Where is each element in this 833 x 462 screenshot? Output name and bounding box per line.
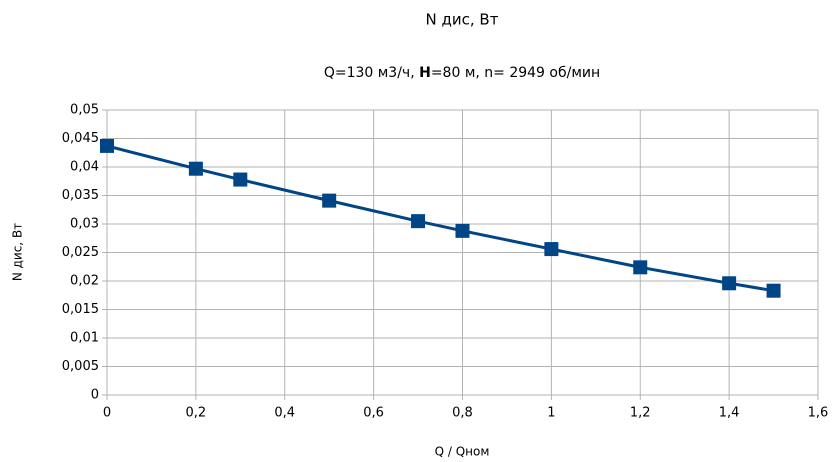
x-tick-label: 1 bbox=[547, 406, 555, 421]
data-point bbox=[188, 161, 203, 176]
data-point bbox=[455, 223, 470, 238]
data-point bbox=[322, 193, 337, 208]
data-point bbox=[100, 138, 114, 153]
y-tick-label: 0,01 bbox=[70, 331, 99, 346]
x-tick-label: 1,2 bbox=[630, 406, 651, 421]
y-tick-label: 0,05 bbox=[70, 103, 99, 118]
y-tick-label: 0,045 bbox=[62, 131, 99, 146]
data-point bbox=[544, 242, 559, 257]
x-tick-label: 0,6 bbox=[363, 406, 384, 421]
data-point bbox=[233, 172, 248, 187]
data-point bbox=[722, 276, 737, 291]
x-tick-label: 0,2 bbox=[186, 406, 207, 421]
subtitle-part: H bbox=[419, 65, 431, 81]
data-point bbox=[766, 283, 781, 298]
subtitle-part: =80 м, n= 2949 об/мин bbox=[431, 65, 600, 81]
x-tick-label: 0,4 bbox=[274, 406, 295, 421]
x-tick-label: 0 bbox=[103, 406, 111, 421]
chart-subtitle: Q=130 м3/ч, H=80 м, n= 2949 об/мин bbox=[324, 65, 600, 81]
chart-title: N дис, Вт bbox=[426, 11, 499, 29]
x-tick-label: 1,6 bbox=[808, 406, 829, 421]
data-point bbox=[411, 214, 426, 229]
x-tick-label: 0,8 bbox=[452, 406, 473, 421]
y-tick-label: 0 bbox=[91, 388, 99, 403]
y-tick-label: 0,015 bbox=[62, 302, 99, 317]
y-axis-label: N дис, Вт bbox=[11, 223, 25, 281]
data-point bbox=[633, 260, 648, 275]
subtitle-part: Q=130 м3/ч, bbox=[324, 65, 419, 81]
x-tick-label: 1,4 bbox=[719, 406, 740, 421]
x-axis-label: Q / Qном bbox=[435, 445, 490, 459]
y-tick-label: 0,02 bbox=[70, 274, 99, 289]
y-tick-label: 0,04 bbox=[70, 160, 99, 175]
y-tick-label: 0,025 bbox=[62, 245, 99, 260]
y-tick-label: 0,03 bbox=[70, 217, 99, 232]
y-tick-label: 0,035 bbox=[62, 188, 99, 203]
data-line bbox=[106, 144, 774, 293]
y-tick-label: 0,005 bbox=[62, 359, 99, 374]
